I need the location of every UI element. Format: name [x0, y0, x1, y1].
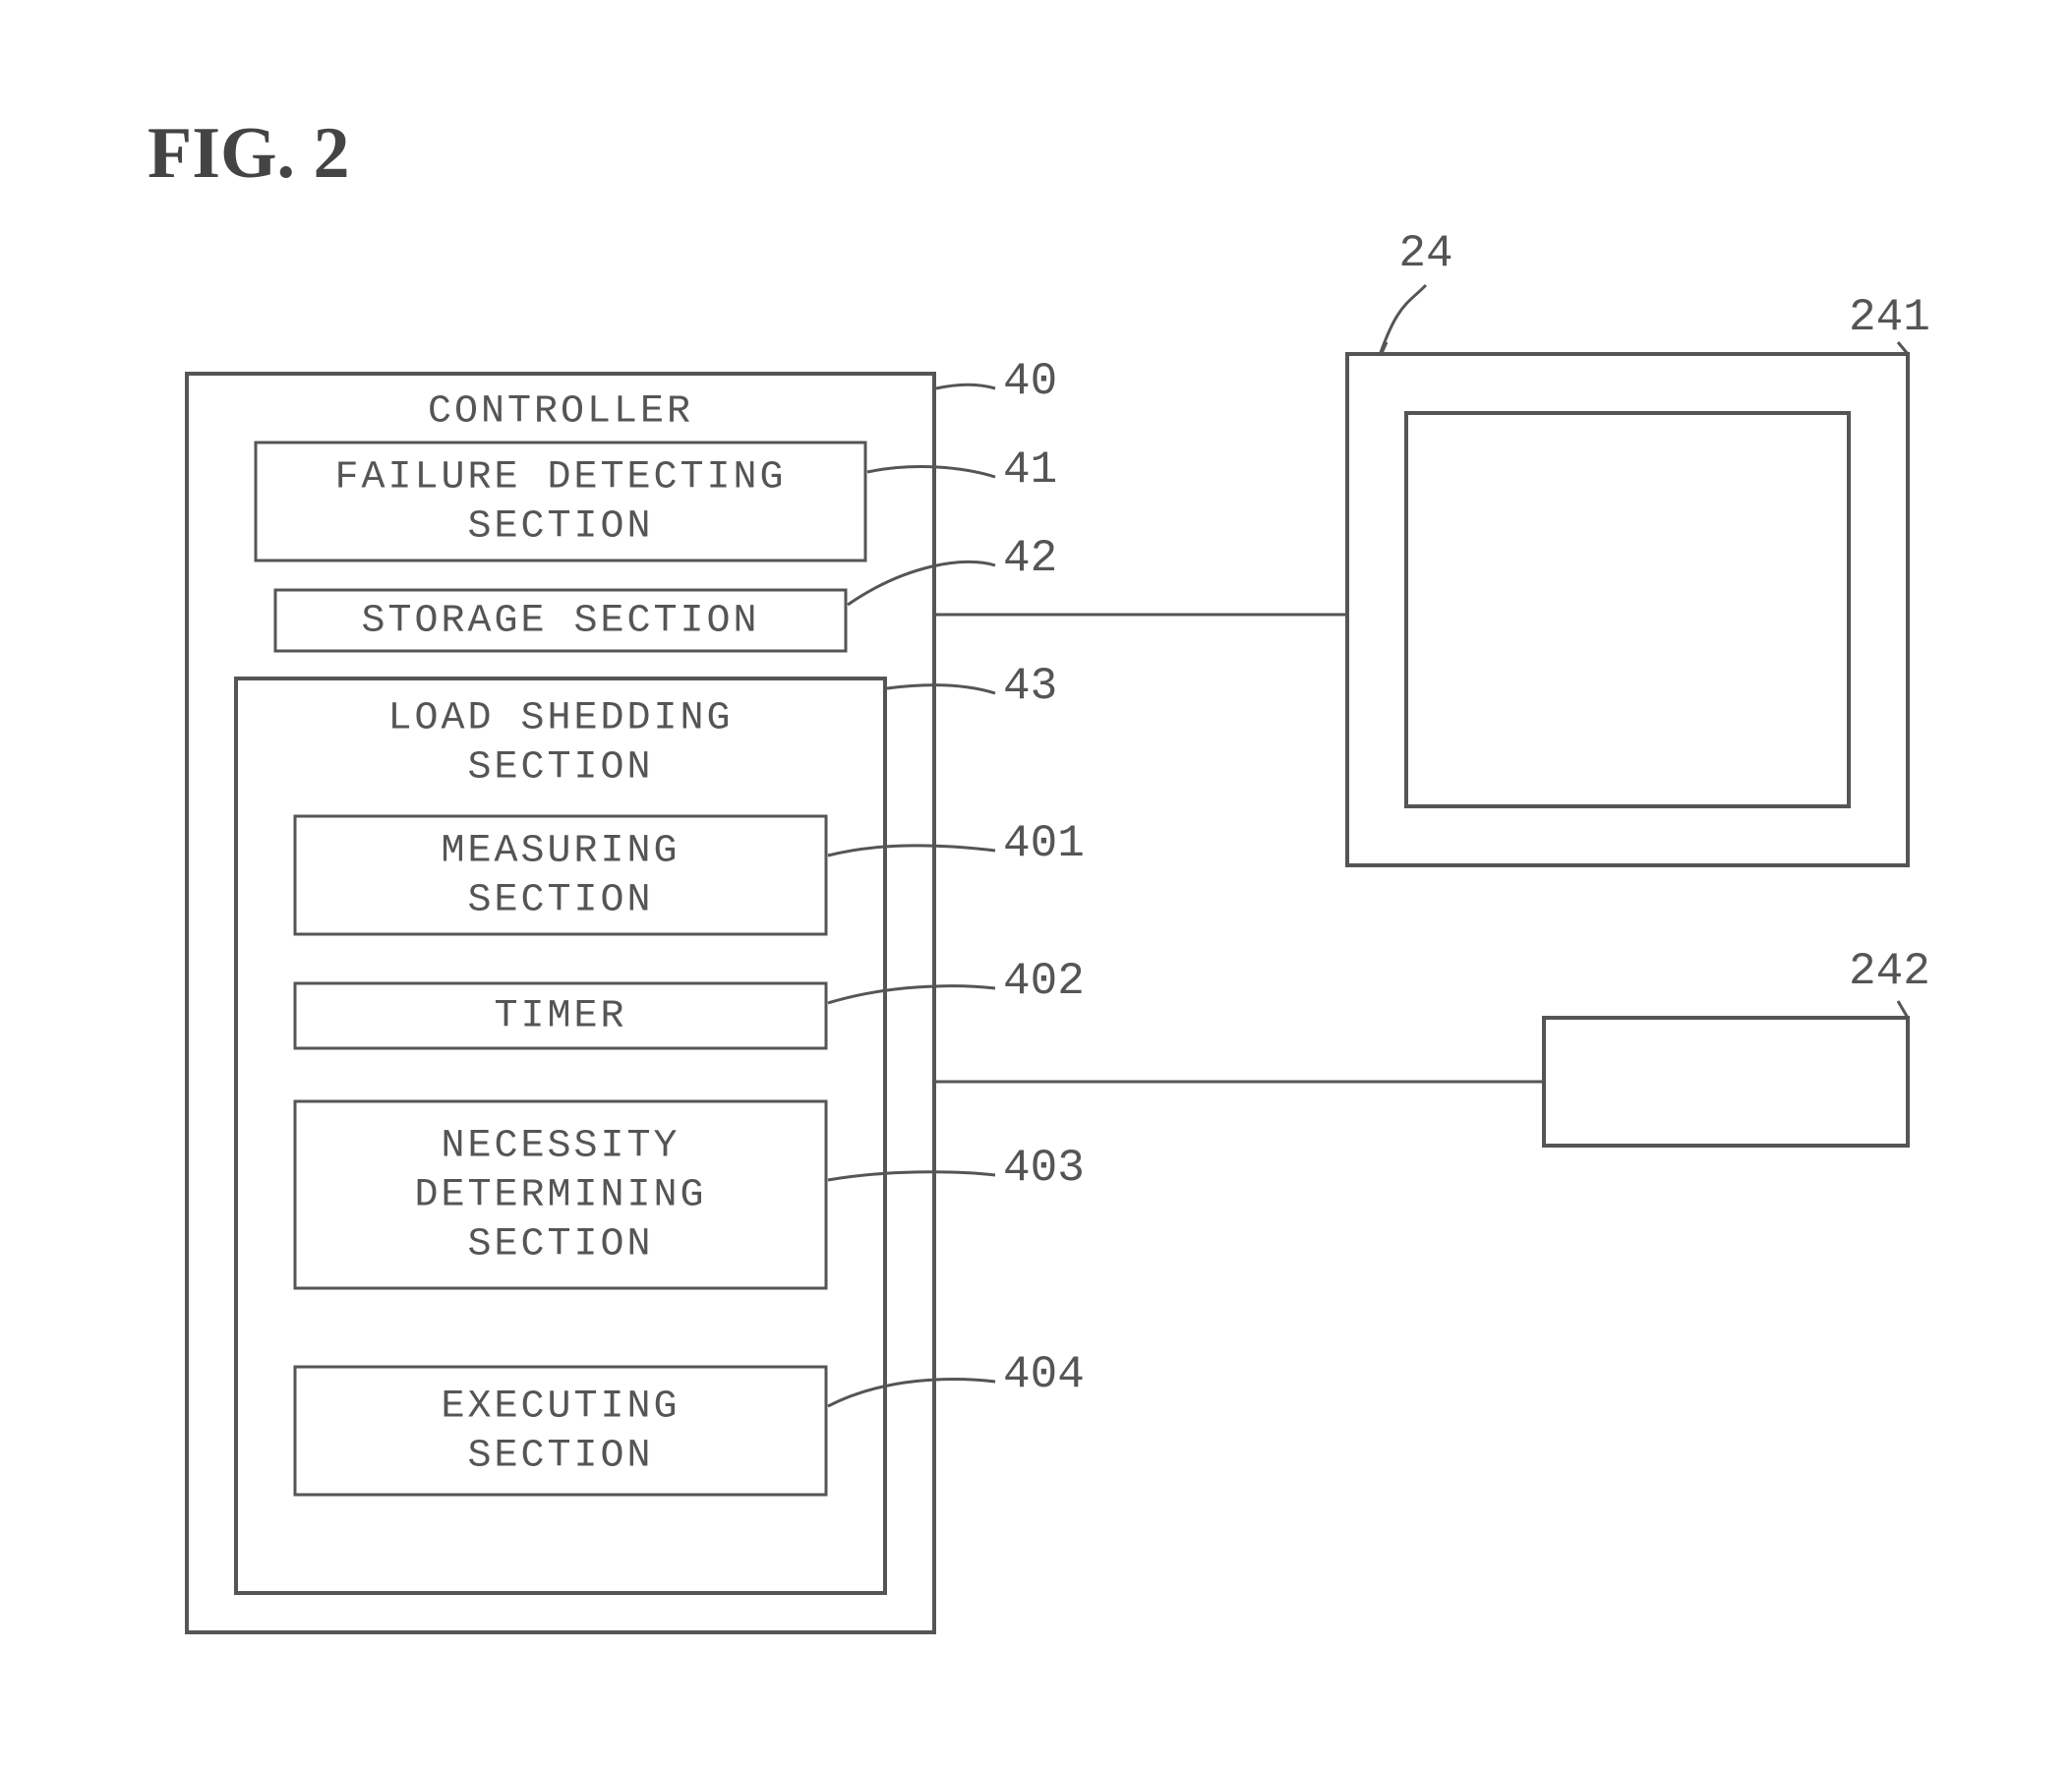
svg-text:SECTION: SECTION: [467, 505, 653, 550]
ref-41: 41: [1003, 444, 1057, 496]
unit-241-inner: [1406, 413, 1849, 806]
svg-text:STORAGE SECTION: STORAGE SECTION: [361, 600, 759, 644]
svg-text:SECTION: SECTION: [467, 746, 653, 791]
ref-42: 42: [1003, 533, 1057, 584]
ref-404: 404: [1003, 1349, 1085, 1400]
svg-text:FAILURE DETECTING: FAILURE DETECTING: [334, 456, 786, 501]
svg-text:SECTION: SECTION: [467, 1223, 653, 1268]
ref-40: 40: [1003, 356, 1057, 407]
svg-text:DETERMINING: DETERMINING: [414, 1174, 706, 1218]
diagram-canvas: FIG. 224CONTROLLER40FAILURE DETECTINGSEC…: [0, 0, 2072, 1771]
unit-242-box: [1544, 1018, 1908, 1146]
ref-43: 43: [1003, 661, 1057, 712]
svg-text:MEASURING: MEASURING: [441, 830, 680, 874]
lead-242: [1898, 1001, 1908, 1018]
svg-text:SECTION: SECTION: [467, 1435, 653, 1479]
ref-402: 402: [1003, 956, 1085, 1007]
svg-text:EXECUTING: EXECUTING: [441, 1386, 680, 1430]
svg-text:NECESSITY: NECESSITY: [441, 1125, 680, 1169]
svg-text:LOAD SHEDDING: LOAD SHEDDING: [387, 697, 733, 741]
lead-40: [936, 384, 995, 388]
ref-241: 241: [1849, 292, 1930, 343]
ref-401: 401: [1003, 818, 1085, 869]
ref-403: 403: [1003, 1143, 1085, 1194]
svg-text:TIMER: TIMER: [494, 995, 626, 1039]
controller-title: CONTROLLER: [428, 390, 693, 435]
figure-label: FIG. 2: [148, 113, 350, 194]
ref-242: 242: [1849, 946, 1930, 997]
svg-text:SECTION: SECTION: [467, 879, 653, 923]
ref-24: 24: [1398, 228, 1452, 279]
